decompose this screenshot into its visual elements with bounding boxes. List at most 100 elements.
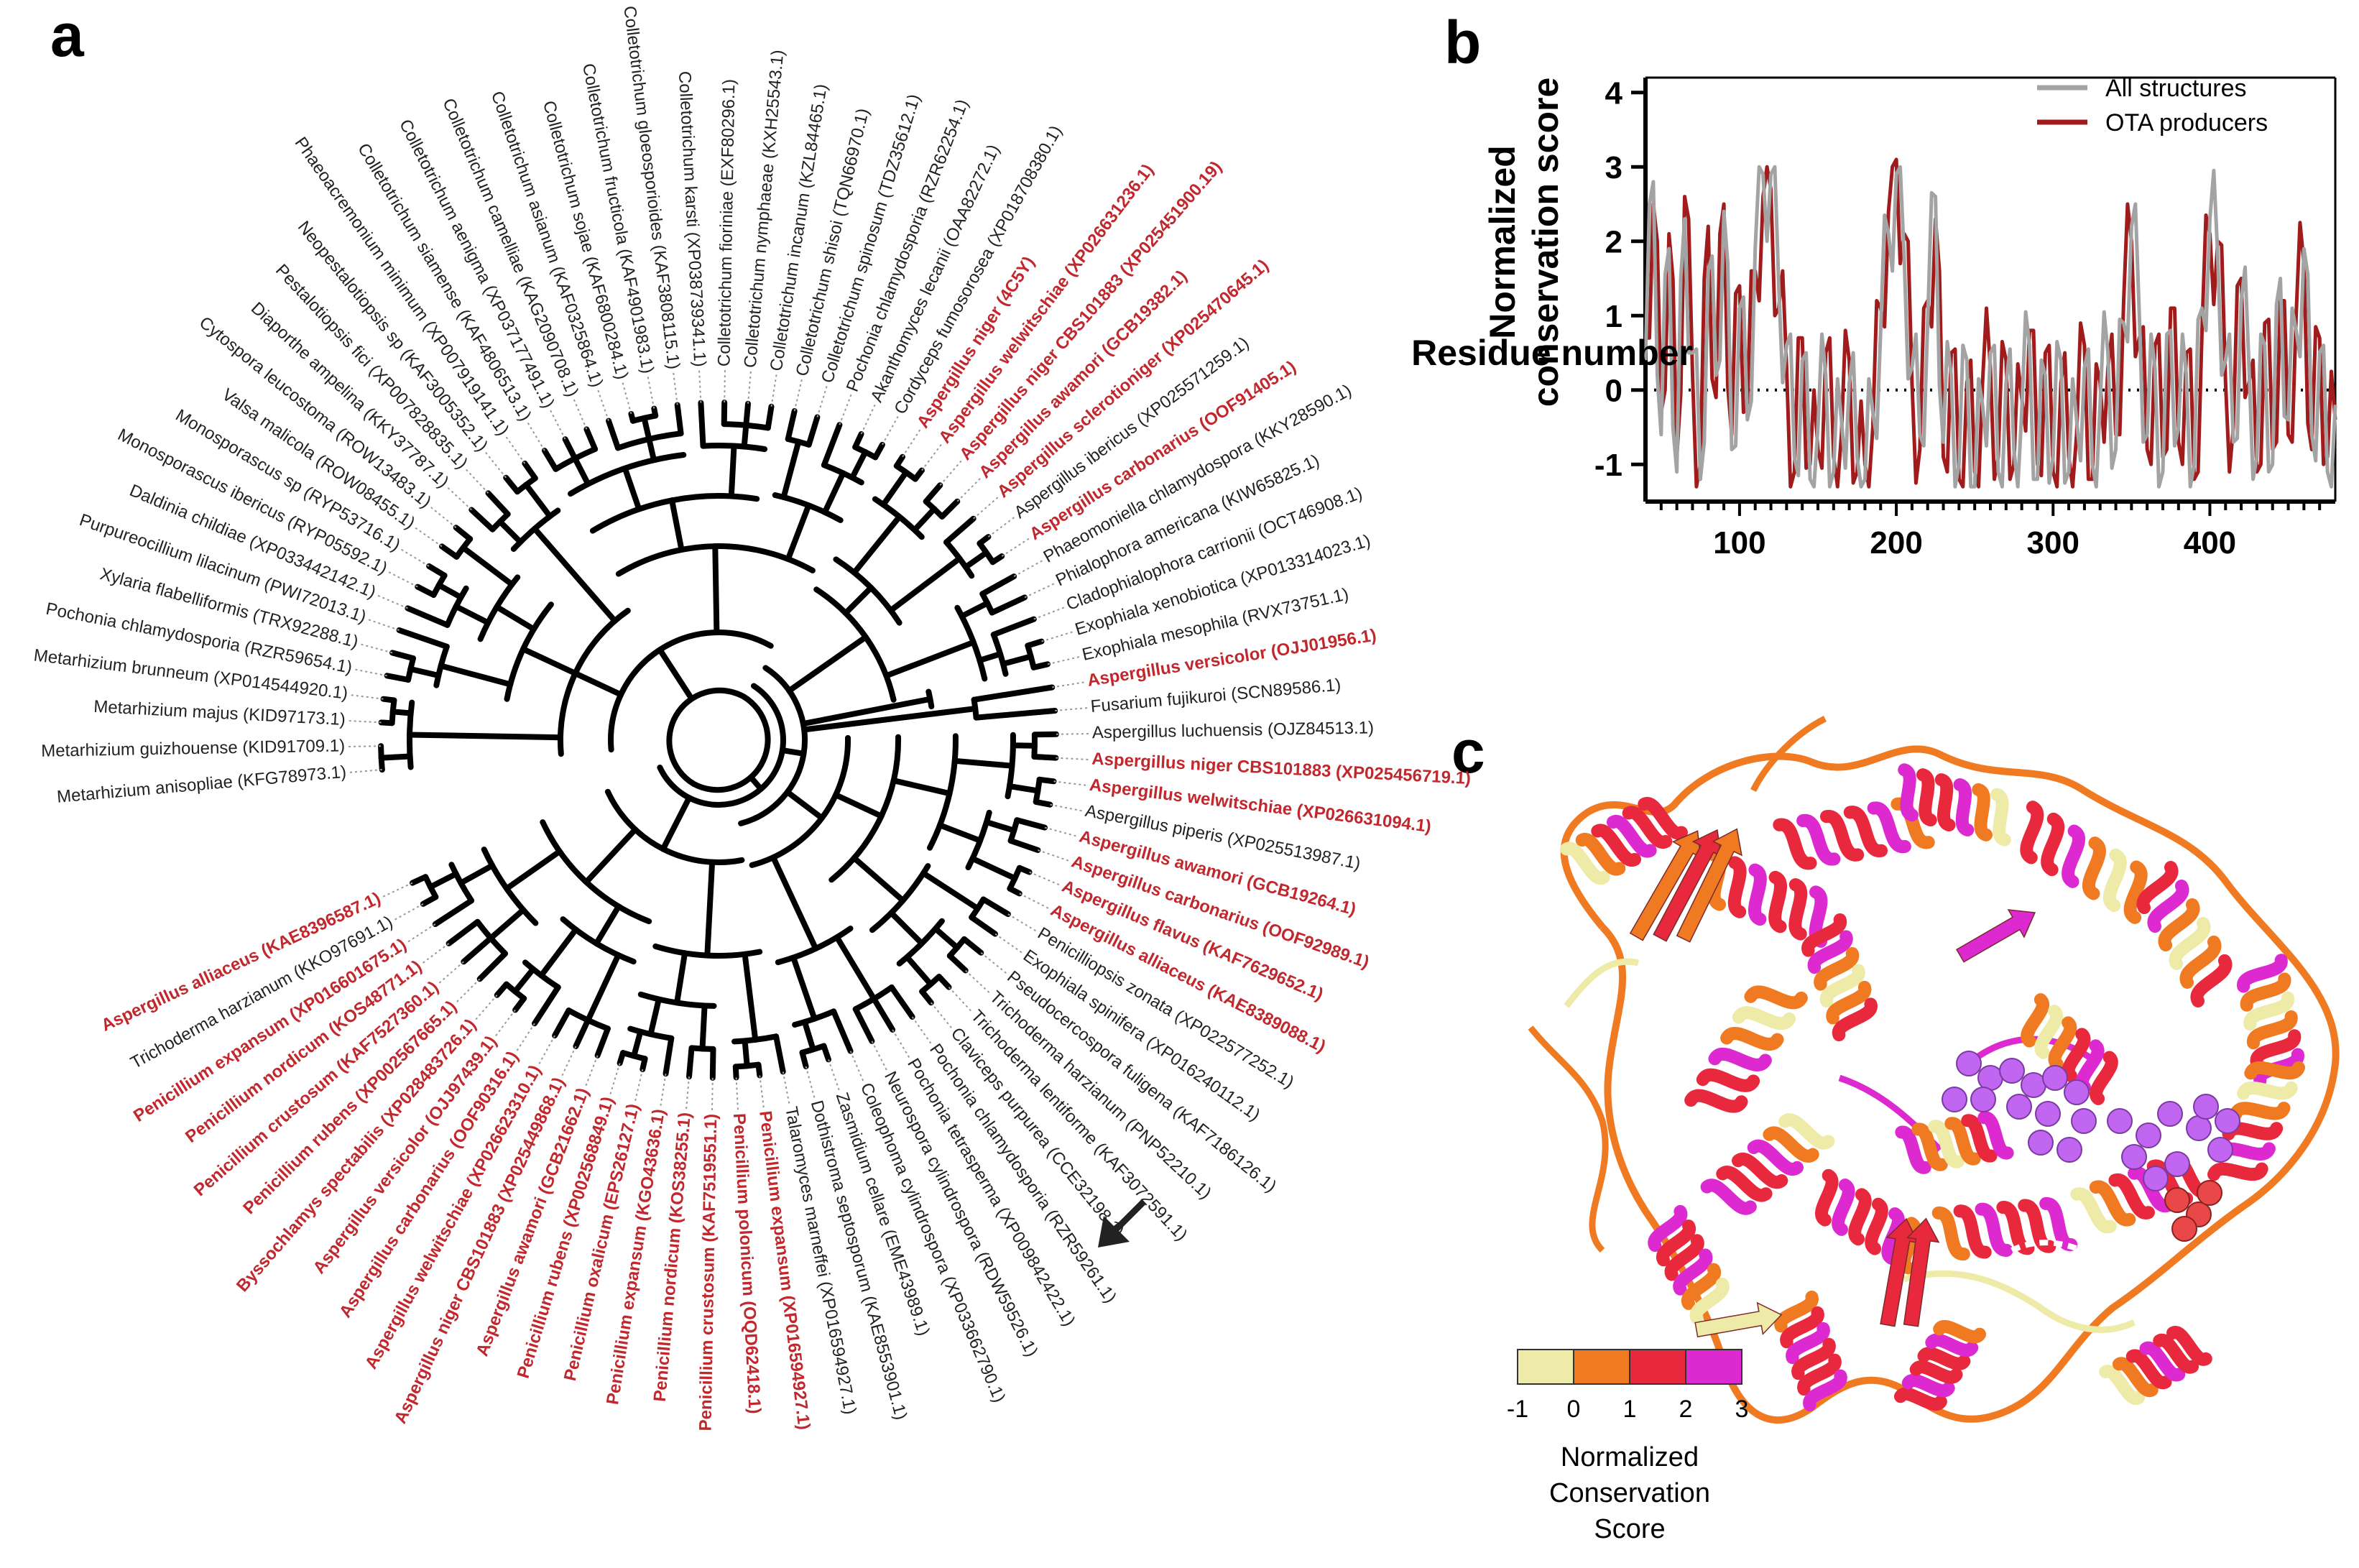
tree-leaf-branch-55 xyxy=(969,914,998,937)
tree-leaf-branch-11 xyxy=(453,525,474,542)
tree-stem-62 xyxy=(674,950,688,1006)
tree-stem-50 xyxy=(932,926,961,951)
beta-strand-arrow xyxy=(1903,1217,1940,1327)
helix-turn xyxy=(2102,848,2127,913)
helix-turn xyxy=(1727,856,1747,918)
helix-turn xyxy=(1656,1219,1696,1267)
tree-leader-line xyxy=(994,933,1023,954)
tree-leader-line xyxy=(711,1077,714,1111)
scale-swatch-high xyxy=(1685,1349,1742,1385)
tree-leader-line xyxy=(1038,849,1070,862)
tree-leaf-branch-9 xyxy=(426,563,448,578)
helix-turn xyxy=(1774,1290,1819,1333)
tree-leaf-branch-28 xyxy=(805,414,821,448)
tree-stem-26 xyxy=(657,647,694,701)
ligand-sphere xyxy=(2136,1122,2161,1148)
chart-legend: All structures OTA producers xyxy=(2037,75,2268,137)
helix xyxy=(1560,797,1688,885)
tree-leaf-branch-19 xyxy=(606,418,621,451)
disordered-region-dashes xyxy=(2011,1240,2100,1260)
tree-leaf-branch-46 xyxy=(1031,731,1059,738)
helix xyxy=(1648,1204,1730,1325)
ligand-sphere xyxy=(2071,1108,2097,1134)
ligand-sphere xyxy=(1999,1058,2025,1084)
y-tick-label: -1 xyxy=(1594,448,1622,483)
ligand-sphere xyxy=(1956,1051,1982,1076)
tree-leaf-branch-26 xyxy=(765,403,775,431)
tree-leaf-branch-66 xyxy=(773,1033,786,1075)
tree-leaf-branch-3 xyxy=(380,696,397,704)
tree-stem-12 xyxy=(523,481,553,520)
tree-leader-line xyxy=(537,1035,555,1065)
scale-title-line3: Score xyxy=(1594,1514,1665,1544)
beta-strand xyxy=(1676,828,1742,943)
y-tick-label: 0 xyxy=(1605,374,1622,409)
helix-turn xyxy=(2147,880,2189,933)
helix xyxy=(2020,801,2148,924)
tree-leader-line xyxy=(634,1069,644,1102)
tree-leaf-branch-5 xyxy=(389,650,416,662)
tree-leaf-branch-77 xyxy=(532,984,561,1027)
beta-strand xyxy=(1956,909,2036,963)
helix-turn xyxy=(1786,1322,1830,1365)
tree-leaf-branch-62 xyxy=(852,1006,875,1044)
y-axis-title-line2: conservation score xyxy=(1525,78,1566,407)
tree-leader-line xyxy=(735,1077,739,1111)
tree-stem-9 xyxy=(520,646,578,676)
tree-leader-line xyxy=(660,1074,667,1107)
tree-leader-line xyxy=(1056,757,1089,760)
tree-leader-line xyxy=(382,882,413,898)
helix-turn xyxy=(2139,1341,2186,1382)
tree-leader-line xyxy=(348,769,382,773)
tree-leader-line xyxy=(446,486,472,511)
tree-stem-57 xyxy=(784,789,825,821)
tree-leader-line xyxy=(430,506,457,528)
tree-leaf-branch-82 xyxy=(446,918,481,946)
tree-leaf-branch-61 xyxy=(871,996,896,1033)
helix-turn xyxy=(1867,801,1911,853)
tree-leader-line xyxy=(816,385,828,418)
tree-leader-line xyxy=(438,961,464,984)
beta-strand-arrow xyxy=(1880,1217,1919,1327)
helix-turn xyxy=(1815,1168,1839,1227)
helix-turn xyxy=(2136,861,2179,915)
ligand-sphere-red xyxy=(2171,1216,2197,1242)
tree-leader-line xyxy=(673,372,678,405)
ligand-sphere xyxy=(2064,1079,2090,1105)
tree-leader-line xyxy=(987,516,1015,538)
helix-turn xyxy=(1560,841,1610,885)
tree-leader-line xyxy=(1053,780,1087,786)
ligand-sphere xyxy=(2215,1108,2240,1134)
helix-turn xyxy=(1933,1319,1987,1344)
tree-leader-line xyxy=(685,1076,690,1110)
helix-turn xyxy=(1681,1263,1721,1310)
tree-stem-65 xyxy=(631,1028,644,1059)
helix-turn xyxy=(2229,1102,2291,1120)
coil-loop xyxy=(1903,1270,2136,1333)
helix-turn xyxy=(1768,870,1787,933)
arrow-pointer-icon xyxy=(1098,1199,1147,1248)
helix-turn xyxy=(2020,801,2044,864)
helix-turn xyxy=(2247,1010,2298,1050)
tree-leaf-branch-39 xyxy=(979,573,1017,597)
helix-turn xyxy=(1928,1120,1965,1168)
helix-turn xyxy=(1732,1006,1796,1030)
ligand-sphere xyxy=(2207,1137,2233,1163)
tree-leaf-branch-7 xyxy=(405,605,451,628)
helix-turn xyxy=(2108,1173,2155,1219)
helix-turn xyxy=(2048,1016,2077,1071)
tree-leader-line xyxy=(585,1055,599,1087)
scale-swatch-low xyxy=(1573,1349,1630,1385)
tree-leader-line xyxy=(348,745,382,747)
ligand-sphere xyxy=(2186,1115,2212,1141)
helix-turn xyxy=(1826,980,1872,1025)
tree-leaf-branch-54 xyxy=(980,896,1011,918)
helix-turn xyxy=(1748,863,1767,926)
tree-leaf-branch-68 xyxy=(732,1064,739,1081)
tree-stem-40 xyxy=(890,778,953,797)
tree-leader-line xyxy=(892,1029,910,1059)
tree-leader-line xyxy=(902,428,921,458)
tree-leader-line xyxy=(647,376,655,409)
helix-turn xyxy=(2190,954,2233,1007)
tree-leader-line xyxy=(414,527,443,548)
